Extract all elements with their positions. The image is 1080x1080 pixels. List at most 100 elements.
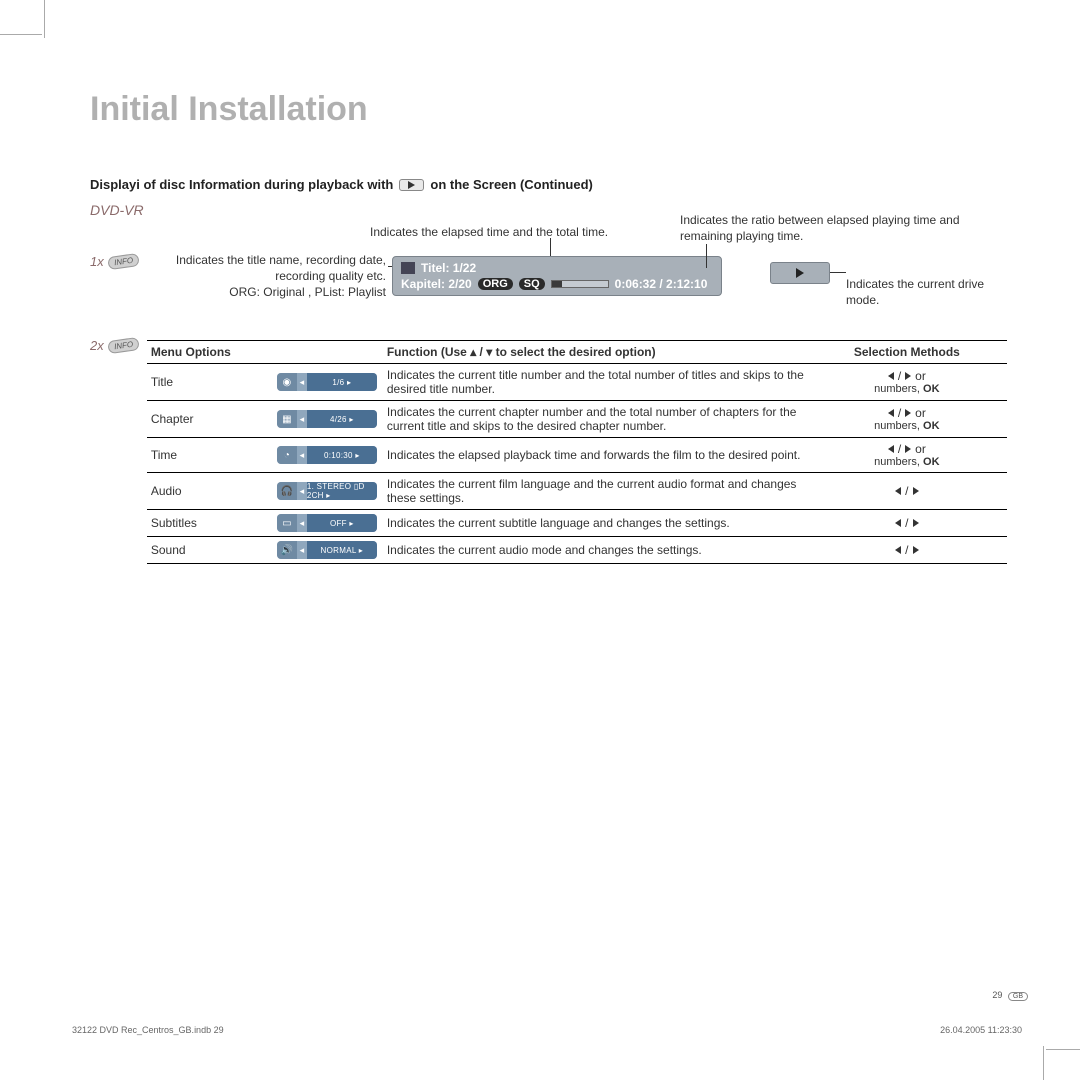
left-icon (895, 546, 901, 554)
crop-mark (0, 34, 42, 35)
chip-arrow-left: ◂ (297, 486, 307, 497)
chip-value: 1. STEREO ▯D 2CH ▸ (307, 482, 377, 500)
info-diagram: 1x INFO Indicates the title name, record… (90, 224, 990, 334)
row-function: Indicates the current subtitle language … (387, 516, 807, 530)
row-chip-cell: ▦◂4/26 ▸ (277, 410, 387, 428)
func-prefix: Function (Use (387, 345, 467, 359)
footer-filename: 32122 DVD Rec_Centros_GB.indb 29 (72, 1025, 224, 1035)
row-function: Indicates the current chapter number and… (387, 405, 807, 433)
footer-timestamp: 26.04.2005 11:23:30 (940, 1025, 1022, 1035)
selector-arrows: / or (888, 442, 926, 456)
row-function: Indicates the current title number and t… (387, 368, 807, 396)
crop-mark (1043, 1046, 1044, 1080)
up-icon: ▴ (470, 345, 479, 359)
row-chip-cell: 🔊◂NORMAL ▸ (277, 541, 387, 559)
option-chip: 🎧◂1. STEREO ▯D 2CH ▸ (277, 482, 377, 500)
press-count: 1x (90, 254, 104, 269)
row-selection: / ornumbers, OK (807, 369, 1007, 395)
sel-numbers: numbers, OK (807, 420, 1007, 432)
progress-fill (552, 281, 562, 287)
chip-arrow-left: ◂ (297, 450, 307, 461)
sel-numbers: numbers, OK (807, 383, 1007, 395)
crop-mark (44, 0, 45, 38)
drive-mode-box (770, 262, 830, 284)
right-icon (905, 372, 911, 380)
chip-value: 0:10:30 ▸ (307, 446, 377, 464)
section-heading-text: Displayi of disc Information during play… (90, 177, 393, 192)
play-icon (408, 181, 415, 189)
table-row: Sound🔊◂NORMAL ▸ Indicates the current aud… (147, 537, 1007, 564)
info-button-2x: 2x INFO (90, 338, 139, 353)
chip-icon: ◔ (277, 446, 297, 464)
row-selection: / ornumbers, OK (807, 442, 1007, 468)
row-chip-cell: ◔◂0:10:30 ▸ (277, 446, 387, 464)
page-title: Initial Installation (90, 90, 990, 129)
info-pill: INFO (107, 337, 140, 354)
row-label: Time (147, 448, 277, 462)
left-icon (895, 519, 901, 527)
row-chip-cell: 🎧◂1. STEREO ▯D 2CH ▸ (277, 482, 387, 500)
leader-line (706, 244, 707, 268)
selector-arrows: / (895, 543, 918, 557)
badge-chapter: Kapitel: 2/20 (401, 277, 472, 291)
col-selection: Selection Methods (807, 345, 1007, 359)
right-icon (913, 546, 919, 554)
film-icon (401, 262, 415, 274)
leader-line (830, 272, 846, 273)
page-number: 29 GB (992, 990, 1028, 1000)
right-icon (905, 445, 911, 453)
section-heading-text2: on the Screen (Continued) (430, 177, 593, 192)
row-function: Indicates the current audio mode and cha… (387, 543, 807, 557)
row-label: Title (147, 375, 277, 389)
row-label: Sound (147, 543, 277, 557)
badge-tag-org: ORG (478, 278, 513, 290)
table-row: Subtitles▭◂OFF ▸ Indicates the current su… (147, 510, 1007, 537)
row-selection: / ornumbers, OK (807, 406, 1007, 432)
row-selection: / (807, 516, 1007, 530)
badge-time: 0:06:32 / 2:12:10 (615, 277, 708, 291)
selector-arrows: / (895, 516, 918, 530)
row-selection: / (807, 484, 1007, 498)
sel-numbers: numbers, OK (807, 456, 1007, 468)
annot-text: Indicates the title name, recording date… (176, 253, 386, 283)
table-row: Time◔◂0:10:30 ▸ Indicates the elapsed pla… (147, 438, 1007, 473)
row-chip-cell: ▭◂OFF ▸ (277, 514, 387, 532)
option-chip: 🔊◂NORMAL ▸ (277, 541, 377, 559)
chip-icon: 🎧 (277, 482, 297, 500)
page-content: Initial Installation Displayi of disc In… (90, 90, 990, 564)
row-label: Chapter (147, 412, 277, 426)
annot-ratio: Indicates the ratio between elapsed play… (680, 212, 960, 244)
table-row: Audio🎧◂1. STEREO ▯D 2CH ▸Indicates the c… (147, 473, 1007, 510)
gb-badge: GB (1008, 992, 1028, 1001)
table-header: Menu Options Function (Use ▴ / ▾ to sele… (147, 340, 1007, 364)
chip-arrow-left: ◂ (297, 377, 307, 388)
leader-line (550, 238, 551, 256)
chip-value: 4/26 ▸ (307, 410, 377, 428)
row-label: Subtitles (147, 516, 277, 530)
option-chip: ◉◂1/6 ▸ (277, 373, 377, 391)
selector-arrows: / or (888, 369, 926, 383)
press-count: 2x (90, 338, 104, 353)
annot-titlename: Indicates the title name, recording date… (154, 252, 386, 301)
row-function: Indicates the current film language and … (387, 477, 807, 505)
leader-line (388, 266, 392, 267)
table-row: Title◉◂1/6 ▸ Indicates the current title … (147, 364, 1007, 401)
left-icon (888, 372, 894, 380)
left-icon (888, 445, 894, 453)
col-function: Function (Use ▴ / ▾ to select the desire… (387, 345, 807, 359)
option-chip: ▭◂OFF ▸ (277, 514, 377, 532)
annot-elapsed: Indicates the elapsed time and the total… (370, 224, 608, 240)
row-function: Indicates the elapsed playback time and … (387, 448, 807, 462)
selector-arrows: / or (888, 406, 926, 420)
option-chip: ◔◂0:10:30 ▸ (277, 446, 377, 464)
right-icon (905, 409, 911, 417)
chip-arrow-left: ◂ (297, 518, 307, 529)
crop-mark (1046, 1049, 1080, 1050)
chip-value: NORMAL ▸ (307, 541, 377, 559)
chip-arrow-left: ◂ (297, 545, 307, 556)
func-suffix: to select the desired option) (496, 345, 656, 359)
right-icon (913, 519, 919, 527)
play-icon-box (399, 179, 424, 191)
table-body: Title◉◂1/6 ▸ Indicates the current title … (147, 364, 1007, 564)
chip-arrow-left: ◂ (297, 414, 307, 425)
